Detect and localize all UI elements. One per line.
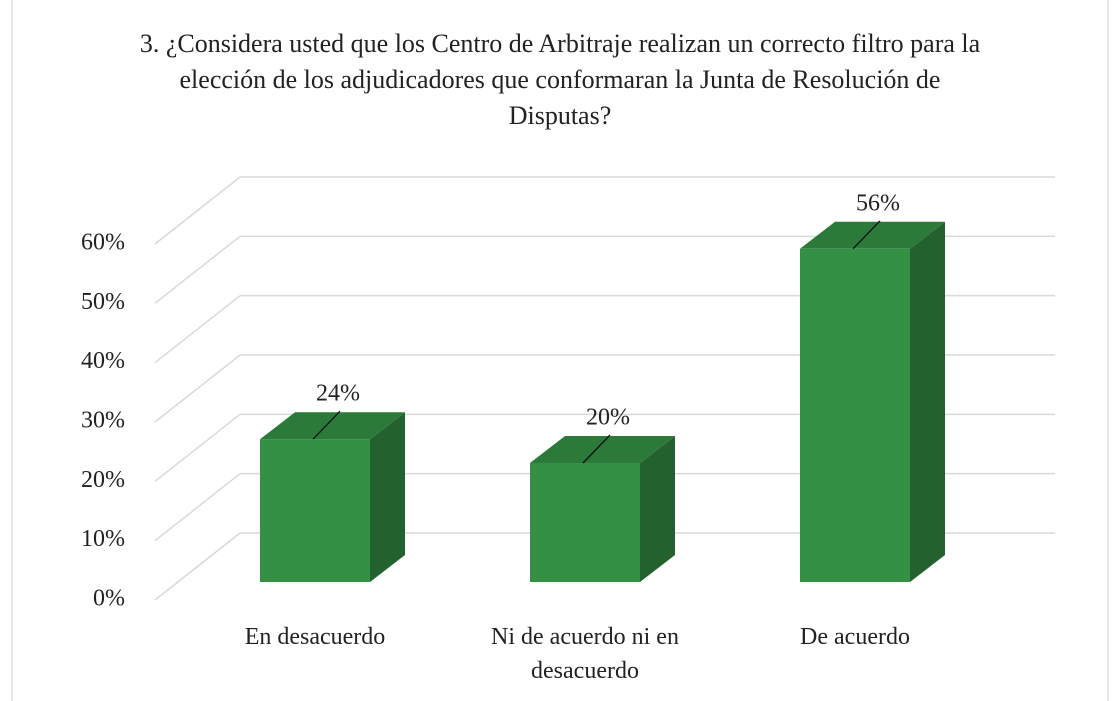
bar-top bbox=[260, 412, 405, 440]
x-tick-label: Ni de acuerdo ni en desacuerdo bbox=[491, 624, 679, 684]
y-tick-label: 30% bbox=[81, 408, 125, 434]
y-tick-label: 40% bbox=[81, 348, 125, 374]
x-tick-label: De acuerdo bbox=[800, 624, 910, 650]
y-tick-label: 20% bbox=[81, 467, 125, 493]
data-label: 20% bbox=[586, 405, 630, 431]
data-label: 56% bbox=[856, 190, 900, 216]
y-tick-label: 10% bbox=[81, 526, 125, 552]
leader-line bbox=[312, 410, 341, 440]
grid-line bbox=[154, 532, 241, 601]
grid-line bbox=[154, 473, 241, 542]
grid-line bbox=[154, 295, 241, 364]
bar bbox=[260, 439, 370, 582]
x-tick-label: En desacuerdo bbox=[244, 624, 386, 650]
bar-side bbox=[640, 436, 675, 582]
leader-line bbox=[582, 434, 611, 464]
bar-top bbox=[800, 221, 945, 249]
leader-line bbox=[852, 220, 881, 250]
bar-side bbox=[370, 412, 405, 582]
grid-line bbox=[154, 354, 241, 423]
grid-line bbox=[154, 235, 241, 304]
y-tick-label: 50% bbox=[81, 289, 125, 315]
bar bbox=[800, 248, 910, 583]
data-label: 24% bbox=[316, 381, 360, 407]
grid-line bbox=[154, 413, 241, 482]
bar-top bbox=[530, 436, 675, 463]
grid-line bbox=[154, 176, 241, 245]
bar bbox=[530, 463, 640, 582]
y-tick-label: 60% bbox=[81, 230, 125, 256]
chart-title: 3. ¿Considera usted que los Centro de Ar… bbox=[139, 29, 981, 130]
bar-side bbox=[910, 221, 945, 583]
y-tick-label: 0% bbox=[93, 586, 125, 612]
